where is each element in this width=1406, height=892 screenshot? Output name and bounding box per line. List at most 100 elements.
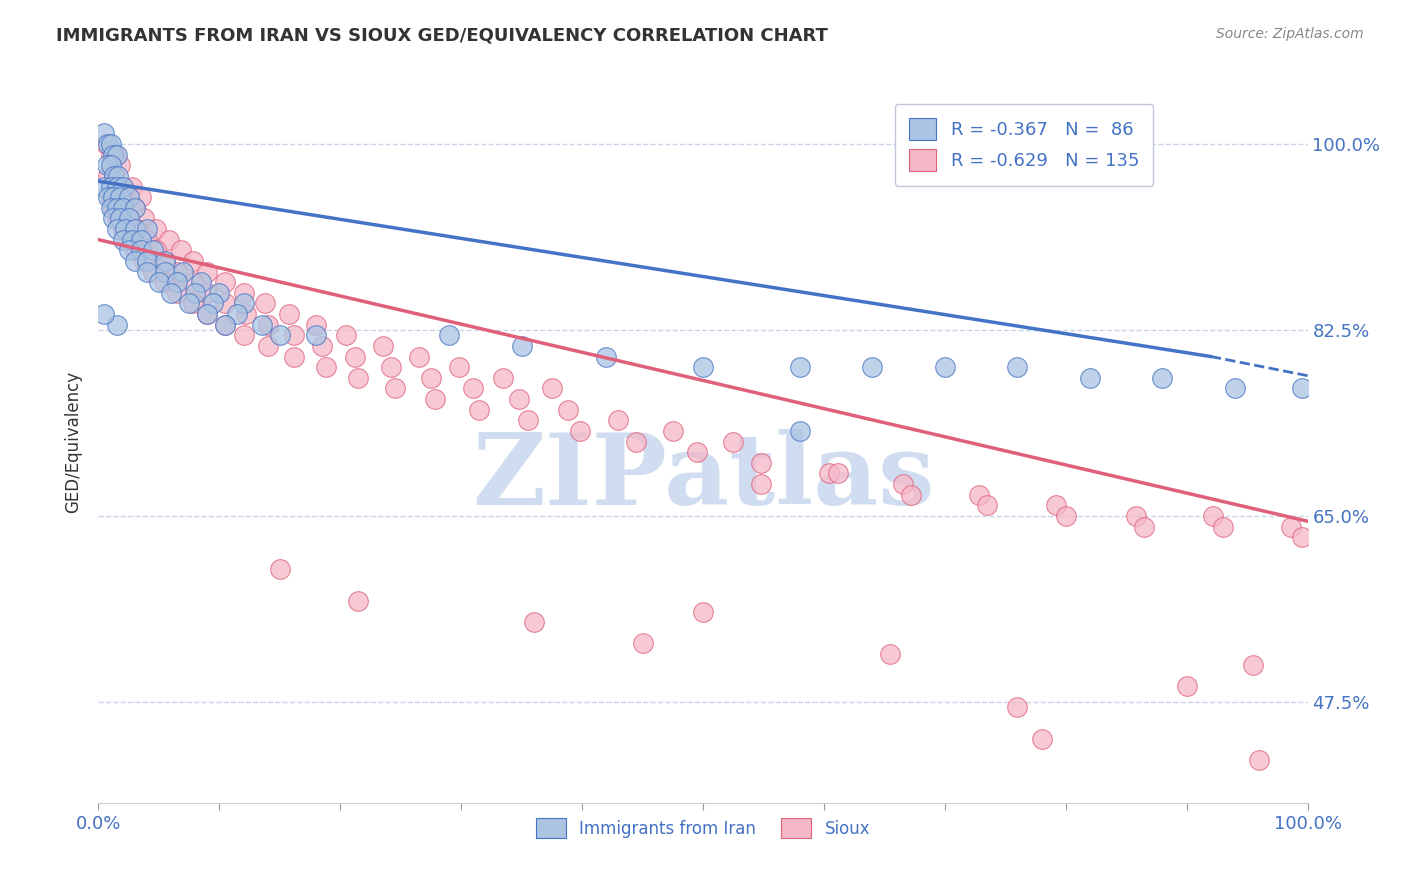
Point xyxy=(692,605,714,619)
Point xyxy=(1125,508,1147,523)
Point xyxy=(148,275,170,289)
Point xyxy=(463,381,485,395)
Point xyxy=(256,339,278,353)
Point xyxy=(160,285,183,300)
Point xyxy=(97,190,120,204)
Point xyxy=(1007,700,1029,714)
Point xyxy=(1223,381,1246,395)
Point xyxy=(145,222,167,236)
Point xyxy=(447,360,470,375)
Point xyxy=(153,254,176,268)
Point xyxy=(100,158,122,172)
Point xyxy=(142,264,165,278)
Point xyxy=(135,222,157,236)
Point xyxy=(157,233,180,247)
Point xyxy=(900,488,922,502)
Point xyxy=(202,296,225,310)
Point xyxy=(1202,508,1225,523)
Point xyxy=(107,169,129,183)
Point xyxy=(121,179,143,194)
Point xyxy=(278,307,301,321)
Point xyxy=(100,136,122,151)
Point xyxy=(105,201,128,215)
Point xyxy=(101,201,124,215)
Point xyxy=(118,190,141,204)
Point xyxy=(118,211,141,226)
Point xyxy=(235,307,257,321)
Point xyxy=(94,136,117,151)
Point xyxy=(181,275,204,289)
Point xyxy=(595,350,617,364)
Point xyxy=(1241,657,1264,672)
Point xyxy=(111,222,134,236)
Point xyxy=(347,594,370,608)
Point xyxy=(508,392,530,406)
Point xyxy=(103,169,125,183)
Point xyxy=(1175,679,1198,693)
Point xyxy=(105,318,128,332)
Point xyxy=(104,147,127,161)
Point xyxy=(523,615,546,630)
Point xyxy=(93,179,115,194)
Point xyxy=(256,318,278,332)
Point xyxy=(380,360,402,375)
Point xyxy=(789,424,811,438)
Point xyxy=(214,318,236,332)
Point xyxy=(661,424,683,438)
Point xyxy=(1279,519,1302,533)
Point xyxy=(250,318,273,332)
Point xyxy=(127,222,149,236)
Point xyxy=(114,222,136,236)
Text: Source: ZipAtlas.com: Source: ZipAtlas.com xyxy=(1216,27,1364,41)
Point xyxy=(166,264,188,278)
Point xyxy=(1212,519,1234,533)
Point xyxy=(118,233,141,247)
Point xyxy=(172,264,194,278)
Point xyxy=(93,127,115,141)
Point xyxy=(214,275,236,289)
Point xyxy=(153,254,176,268)
Point xyxy=(121,233,143,247)
Point xyxy=(169,244,191,258)
Point xyxy=(408,350,430,364)
Point xyxy=(100,190,122,204)
Point xyxy=(93,307,115,321)
Point xyxy=(179,296,201,310)
Point xyxy=(723,434,745,449)
Point xyxy=(420,371,443,385)
Point xyxy=(934,360,956,375)
Point xyxy=(891,477,914,491)
Point xyxy=(226,307,249,321)
Y-axis label: GED/Equivalency: GED/Equivalency xyxy=(65,370,83,513)
Point xyxy=(190,275,212,289)
Point xyxy=(108,211,131,226)
Point xyxy=(124,222,146,236)
Point xyxy=(135,254,157,268)
Point xyxy=(254,296,277,310)
Point xyxy=(232,296,254,310)
Point xyxy=(423,392,446,406)
Point xyxy=(311,339,333,353)
Point xyxy=(105,211,128,226)
Point xyxy=(105,222,128,236)
Point xyxy=(97,169,120,183)
Point xyxy=(97,136,120,151)
Point xyxy=(108,158,131,172)
Point xyxy=(343,350,366,364)
Point xyxy=(124,201,146,215)
Legend: Immigrants from Iran, Sioux: Immigrants from Iran, Sioux xyxy=(529,812,877,845)
Point xyxy=(100,147,122,161)
Point xyxy=(305,318,328,332)
Point xyxy=(124,254,146,268)
Point xyxy=(1133,519,1156,533)
Point xyxy=(631,636,654,650)
Point xyxy=(96,158,118,172)
Point xyxy=(124,201,146,215)
Point xyxy=(111,233,134,247)
Point xyxy=(492,371,515,385)
Point xyxy=(111,179,134,194)
Text: IMMIGRANTS FROM IRAN VS SIOUX GED/EQUIVALENCY CORRELATION CHART: IMMIGRANTS FROM IRAN VS SIOUX GED/EQUIVA… xyxy=(56,27,828,45)
Point xyxy=(118,211,141,226)
Point xyxy=(817,467,839,481)
Point xyxy=(184,285,207,300)
